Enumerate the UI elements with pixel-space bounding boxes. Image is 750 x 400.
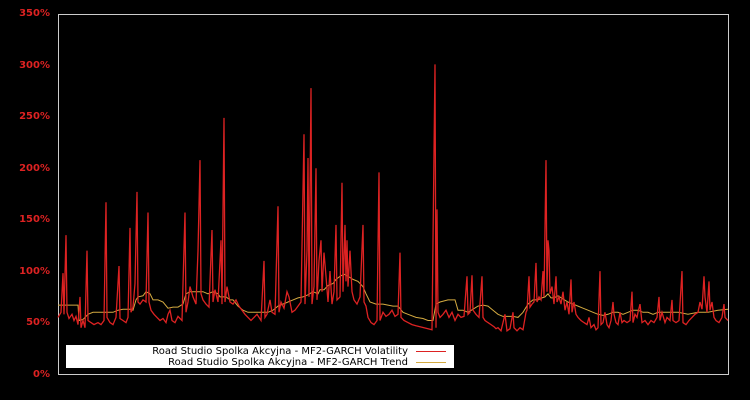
y-tick-label: 250%: [19, 111, 50, 122]
y-tick-label: 200%: [19, 163, 50, 174]
legend-item-trend: Road Studio Spolka Akcyjna - MF2-GARCH T…: [168, 357, 446, 368]
chart-legend: Road Studio Spolka Akcyjna - MF2-GARCH V…: [66, 345, 454, 368]
y-tick-label: 50%: [26, 317, 50, 328]
legend-item-volatility: Road Studio Spolka Akcyjna - MF2-GARCH V…: [152, 346, 446, 357]
y-tick-label: 300%: [19, 60, 50, 71]
y-tick-label: 100%: [19, 266, 50, 277]
plot-area: [58, 14, 729, 375]
trend-series-line: [58, 273, 729, 322]
legend-swatch-yellow-icon: [416, 362, 446, 363]
legend-label: Road Studio Spolka Akcyjna - MF2-GARCH T…: [168, 357, 408, 368]
y-tick-label: 350%: [19, 8, 50, 19]
y-tick-label: 150%: [19, 214, 50, 225]
legend-label: Road Studio Spolka Akcyjna - MF2-GARCH V…: [152, 346, 408, 357]
legend-swatch-red-icon: [416, 351, 446, 352]
volatility-series-line: [57, 64, 729, 333]
y-tick-label: 0%: [33, 369, 50, 380]
